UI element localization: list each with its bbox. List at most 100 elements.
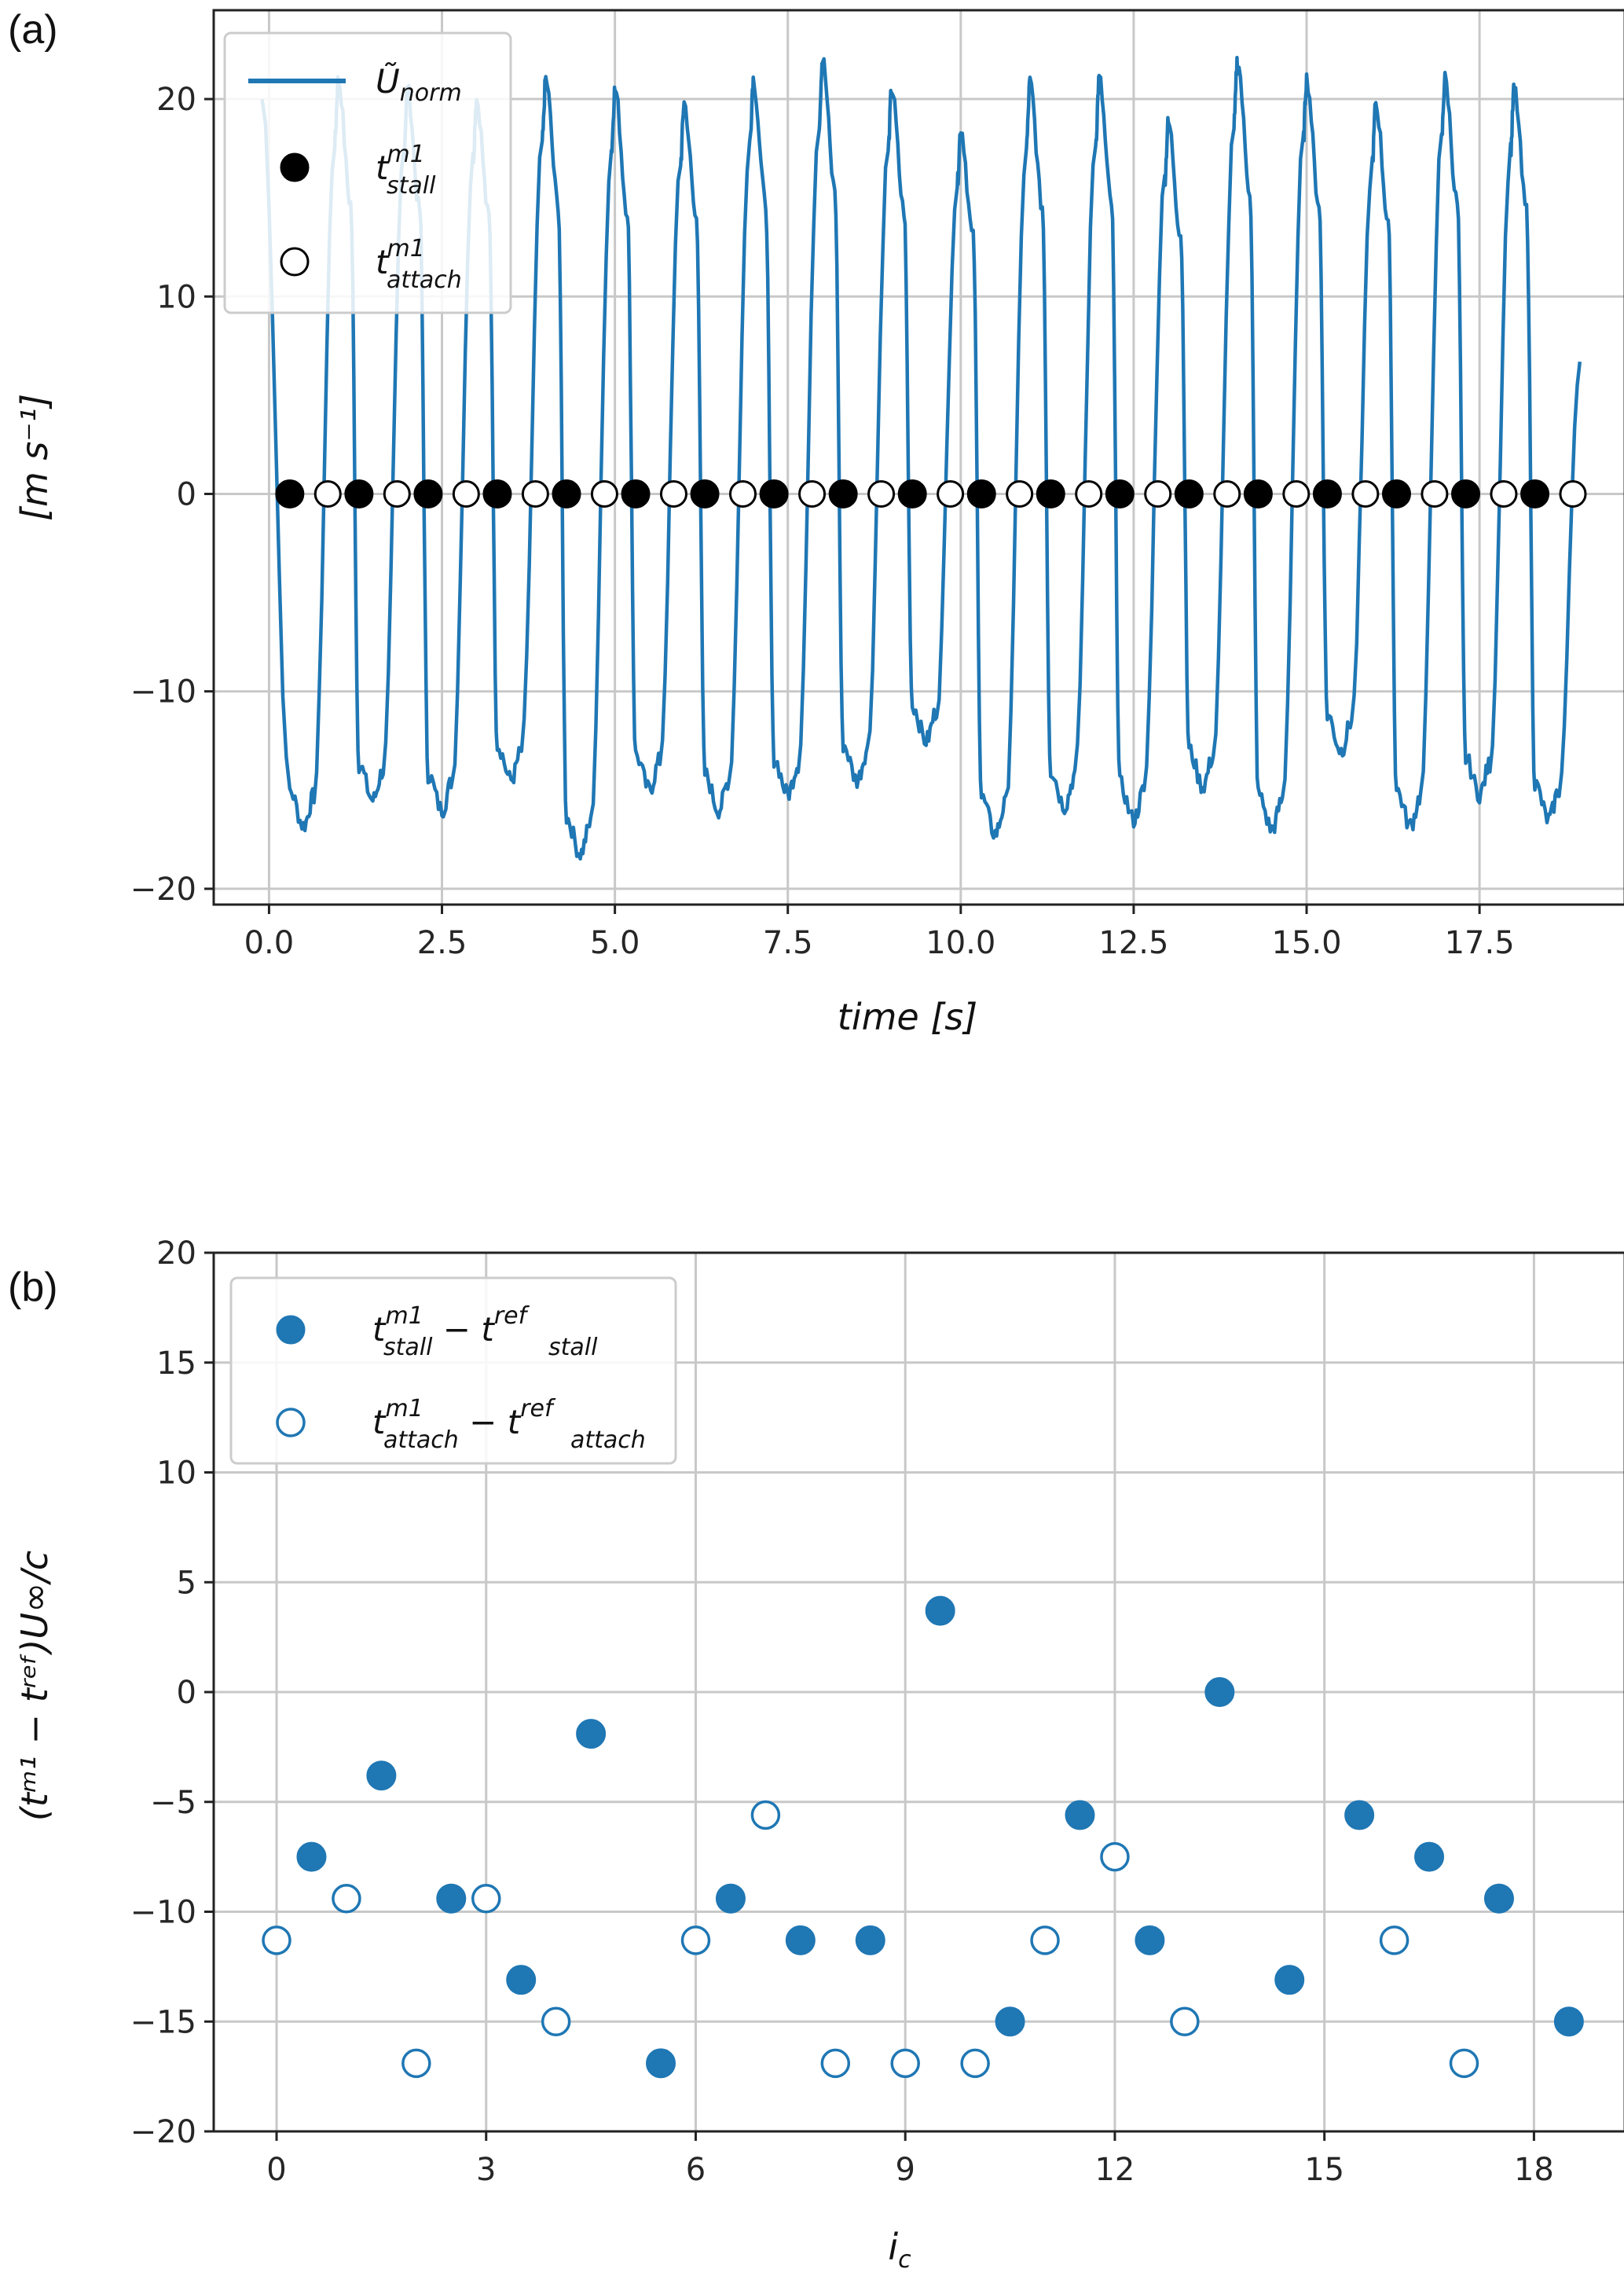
stall-diff-point: [366, 1760, 397, 1791]
stall-time-marker: [413, 479, 443, 508]
panel-b-xtick-label: 9: [895, 2152, 915, 2188]
panel-b-ytick-label: 15: [156, 1345, 196, 1382]
lad-b-sup: ref: [520, 1395, 556, 1422]
panel-b-ytick-label: −5: [150, 1785, 196, 1821]
stall-time-marker: [344, 479, 374, 508]
panel-b-ytick-label: 10: [156, 1456, 196, 1492]
panel-a-xtick-label: 10.0: [926, 925, 995, 961]
attach-diff-point: [960, 2048, 990, 2079]
stall-time-marker: [621, 479, 651, 508]
panel-b-ticks: 0 3 6 9 12 15 18 −20 −15 −10 −5 0 5 10 15 20: [130, 1235, 1554, 2188]
stall-time-marker: [1243, 479, 1273, 508]
stall-diff-point: [715, 1883, 746, 1914]
lad-a-main: t: [372, 1403, 387, 1441]
attach-time-marker: [1351, 479, 1380, 508]
panel-a-ytick-label: 10: [156, 279, 196, 315]
lsd-op: −: [432, 1310, 481, 1349]
stall-time-marker: [275, 479, 305, 508]
panel-b-ytick-label: −15: [130, 2004, 196, 2040]
attach-diff-point: [680, 1925, 711, 1955]
panel-a-xtick-label: 17.5: [1445, 925, 1515, 961]
legend-attach-sup: m1: [387, 235, 424, 262]
panel-a-ytick-label: 0: [177, 476, 196, 512]
attach-diff-point: [1100, 1841, 1130, 1872]
legend-attach-diff-marker-icon: [276, 1408, 306, 1437]
legend-attach-marker-icon: [280, 247, 310, 277]
attach-time-marker: [590, 479, 618, 508]
attach-diff-point: [750, 1800, 781, 1830]
panel-b-ytick-label: −10: [130, 1895, 196, 1931]
attach-diff-point: [262, 1925, 291, 1955]
lsd-a-sub: stall: [383, 1334, 433, 1361]
attach-diff-point: [401, 2048, 431, 2079]
stall-diff-point: [1274, 1965, 1305, 1995]
stall-diff-point: [1483, 1883, 1514, 1914]
legend-attach-diff-label: tm1 attach − trefattach: [372, 1395, 646, 1454]
attach-time-marker: [383, 479, 411, 508]
legend-stall-sub: stall: [387, 172, 436, 200]
attach-diff-point: [1030, 1925, 1060, 1955]
panel-a-ylabel: [m s⁻¹]: [13, 394, 56, 521]
attach-diff-point: [541, 2006, 571, 2036]
panel-a-label: (a): [8, 7, 58, 53]
stall-diff-point: [1344, 1800, 1375, 1830]
panel-b-xtick-label: 12: [1094, 2152, 1135, 2188]
stall-diff-point: [1065, 1800, 1095, 1830]
stall-time-marker: [1036, 479, 1065, 508]
stall-diff-point: [1135, 1925, 1165, 1955]
stall-diff-point: [576, 1719, 607, 1749]
attach-diff-point: [1379, 1925, 1410, 1955]
panel-b-ytick-label: 5: [177, 1565, 196, 1601]
stall-time-marker: [1520, 479, 1550, 508]
attach-time-marker: [937, 479, 965, 508]
legend-stall-diff-label: tm1 stall − trefstall: [372, 1302, 598, 1361]
attach-time-marker: [1421, 479, 1449, 508]
legend-stall-diff-marker-icon: [276, 1315, 306, 1345]
attach-diff-point: [820, 2048, 851, 2079]
panel-a-xlabel: time [s]: [838, 996, 977, 1038]
stall-diff-point: [646, 2048, 676, 2079]
stall-diff-point: [1553, 2006, 1584, 2037]
panel-a-xtick-label: 0.0: [244, 925, 295, 961]
legend-unorm-sub: norm: [400, 79, 462, 107]
attach-time-marker: [1559, 479, 1587, 508]
stall-diff-point: [855, 1925, 885, 1955]
panel-b-xtick-label: 0: [266, 2152, 286, 2188]
attach-diff-point: [1170, 2006, 1200, 2036]
attach-time-marker: [1075, 479, 1103, 508]
stall-diff-point: [925, 1595, 955, 1626]
lad-b-sub: attach: [570, 1426, 646, 1454]
stall-time-marker: [1174, 479, 1204, 508]
legend-unorm-main: Ũ: [376, 61, 400, 101]
lad-a-sub: attach: [383, 1426, 459, 1454]
panel-b: (b) 0 3 6 9 12 15 18 −20 −15 −10 −5 0 5 10 15 20 ic (tᵐ…: [8, 1235, 1624, 2274]
panel-a-ytick-label: −10: [130, 674, 196, 710]
stall-time-marker: [897, 479, 927, 508]
stall-diff-point: [506, 1965, 537, 1995]
attach-time-marker: [313, 479, 342, 508]
attach-time-marker: [798, 479, 827, 508]
legend-stall-marker-icon: [280, 152, 310, 182]
panel-a-frame: [212, 9, 1624, 906]
panel-b-xlabel-sub: c: [898, 2246, 911, 2274]
panel-b-xtick-label: 15: [1304, 2152, 1344, 2188]
lad-a-sup: m1: [385, 1395, 423, 1422]
legend-attach-label: tm1 attach: [376, 235, 462, 294]
lsd-a-sup: m1: [385, 1302, 423, 1330]
attach-diff-point: [332, 1883, 361, 1914]
attach-diff-point: [471, 1883, 501, 1914]
lsd-b-sub: stall: [548, 1334, 598, 1361]
panel-a-xtick-label: 5.0: [590, 925, 640, 961]
panel-b-markers: [262, 1595, 1584, 2079]
lsd-a-main: t: [372, 1310, 387, 1349]
stall-diff-point: [1204, 1677, 1235, 1707]
stall-diff-point: [1414, 1841, 1445, 1872]
stall-time-marker: [1451, 479, 1481, 508]
lsd-b-main: t: [481, 1310, 495, 1349]
panel-b-xtick-label: 6: [686, 2152, 706, 2188]
stall-diff-point: [296, 1841, 327, 1872]
panel-a-xtick-label: 12.5: [1098, 925, 1168, 961]
legend-attach-main: t: [376, 243, 390, 281]
panel-b-legend-box: [229, 1276, 677, 1465]
